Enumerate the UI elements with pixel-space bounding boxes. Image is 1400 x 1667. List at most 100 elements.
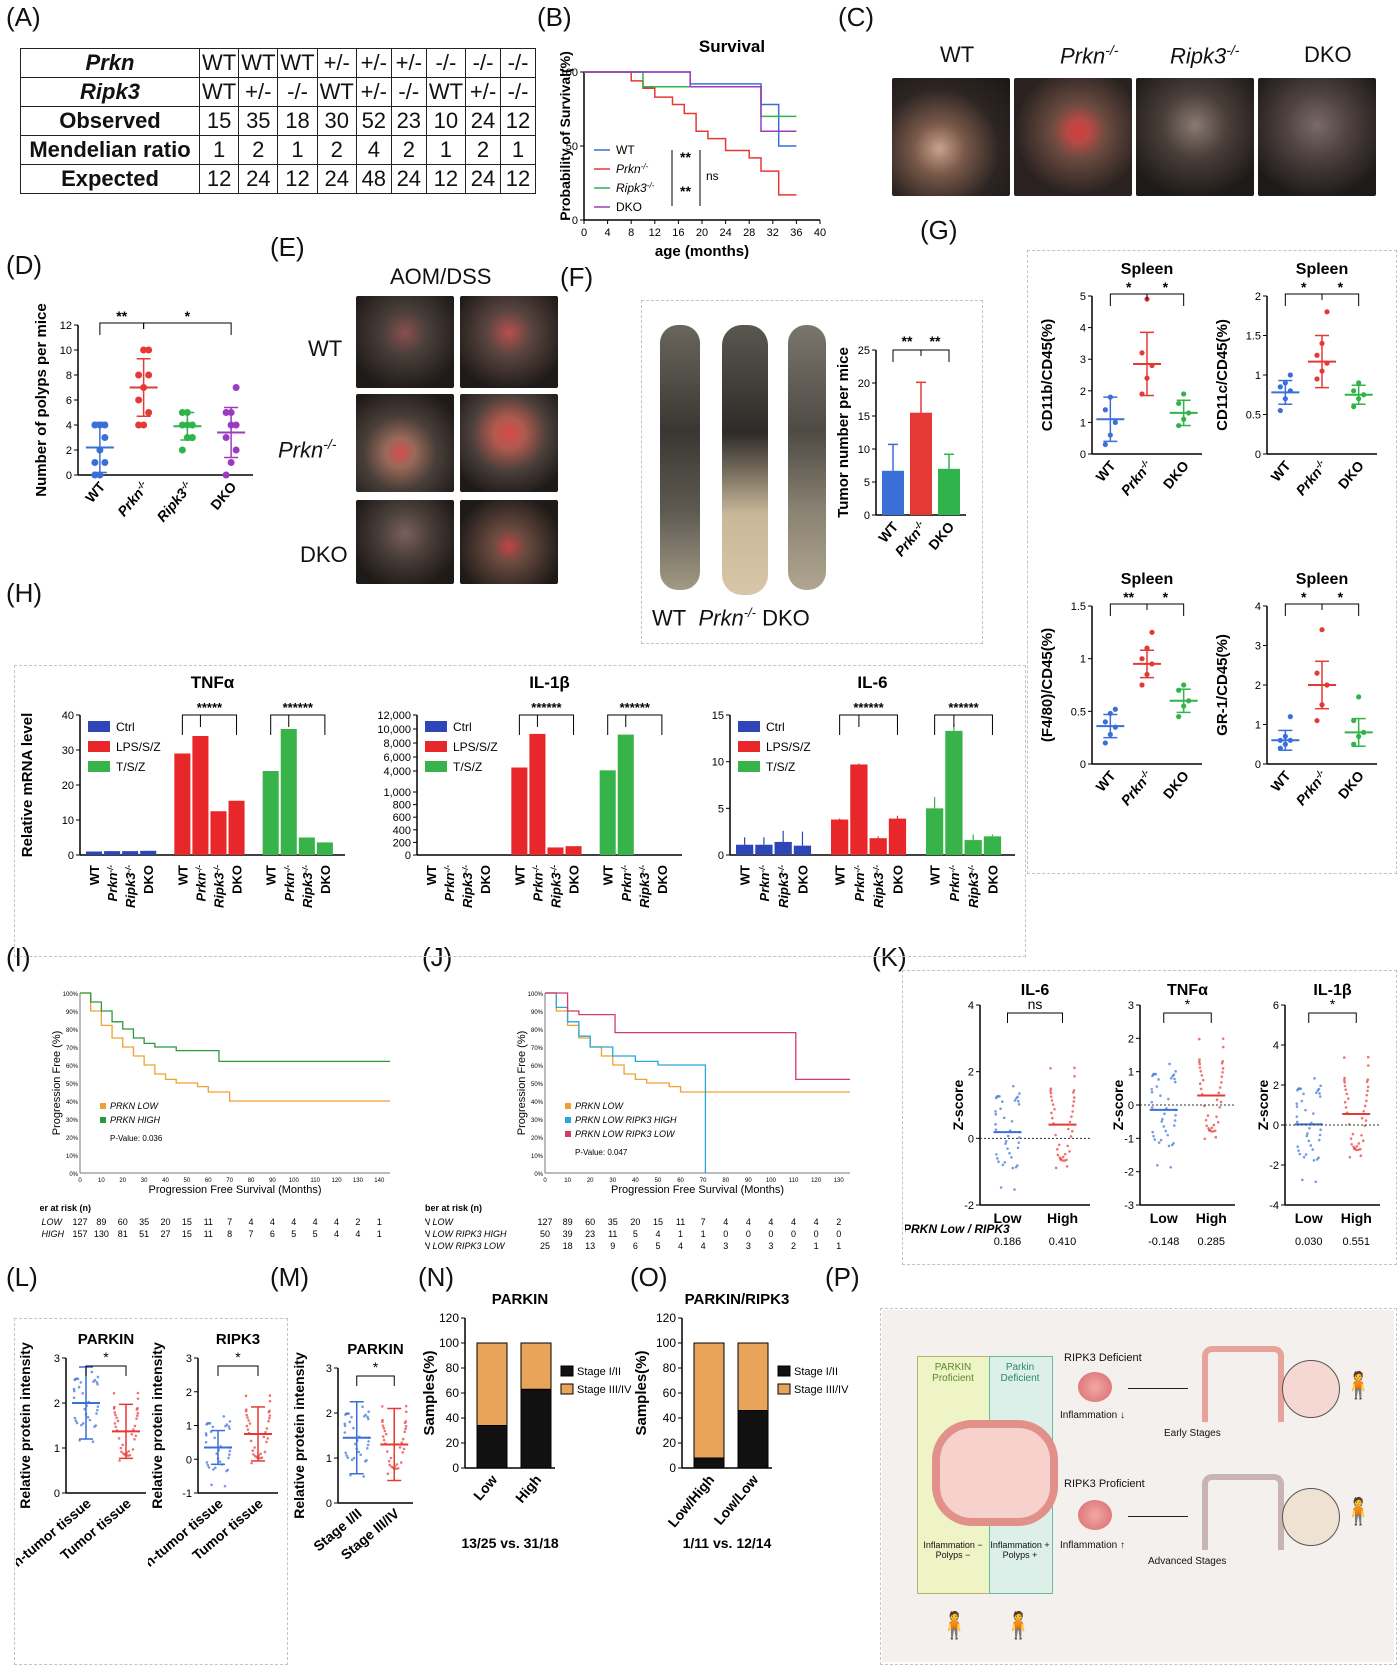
x-tick-label: 110: [310, 1178, 320, 1184]
sig-label: ******: [531, 700, 562, 715]
table-cell: 2: [465, 135, 502, 165]
data-point: [386, 1450, 389, 1453]
y-tick-label: 15: [712, 710, 724, 722]
data-point: [140, 421, 148, 429]
x-tick-label: 140: [374, 1178, 385, 1184]
y-tick-label: 2: [1273, 1080, 1279, 1092]
y-tick-label: 3: [186, 1353, 192, 1365]
data-point: [387, 1459, 391, 1463]
table-cell: 30: [316, 106, 357, 136]
data-point: [1197, 1037, 1201, 1041]
data-point: [1102, 407, 1108, 413]
bar-stage-12: [520, 1388, 552, 1469]
data-point: [96, 1408, 99, 1412]
y-tick-label: 0: [572, 215, 578, 227]
proficient-title: PARKIN Proficient: [932, 1362, 974, 1384]
y-tick-label: 60%: [66, 1064, 79, 1070]
y-tick-label: 90%: [66, 1010, 79, 1016]
data-point: [246, 1416, 249, 1419]
data-point: [388, 1463, 391, 1467]
y-tick-label: -1: [1124, 1133, 1134, 1145]
sig-bracket: [1146, 603, 1185, 616]
y-tick-label: 0%: [69, 1172, 78, 1178]
data-point: [1066, 1144, 1070, 1148]
data-point: [1155, 1085, 1159, 1088]
y-tick-label: 0: [1128, 1100, 1134, 1112]
table-cell: +/-: [465, 77, 502, 107]
data-point: [204, 1432, 208, 1435]
y-tick-label: 12: [60, 320, 72, 332]
sig-label: *: [1301, 589, 1307, 605]
x-tick-label: Tumor tissue: [189, 1495, 266, 1563]
data-point: [1343, 1084, 1347, 1088]
risk-value: 3: [746, 1241, 751, 1251]
risk-value: 20: [630, 1217, 640, 1227]
risk-value: 1: [678, 1229, 683, 1239]
x-tick-label: Ripk3-/-: [776, 865, 791, 908]
table-cell: 15: [198, 106, 240, 136]
risk-value: 23: [585, 1229, 595, 1239]
inflammation-down-label: Inflammation ↓: [1060, 1410, 1126, 1421]
data-point: [91, 1440, 95, 1444]
photo-e-wt-1: [356, 296, 454, 388]
data-point: [1207, 1129, 1211, 1132]
data-point: [128, 1453, 132, 1457]
data-point: [1112, 419, 1118, 425]
sig-bracket: [356, 1375, 395, 1386]
data-point: [384, 1432, 388, 1436]
data-point: [1356, 694, 1362, 700]
data-point: [1302, 1092, 1305, 1096]
table-cell: 1: [425, 135, 467, 165]
y-tick-label: 600: [393, 812, 411, 824]
data-point: [1169, 1166, 1173, 1169]
bar-stage-34: [520, 1342, 552, 1390]
x-tick-label: High: [512, 1472, 544, 1506]
y-tick-label: 40%: [66, 1100, 79, 1106]
data-point: [1063, 1152, 1067, 1156]
row-header: Observed: [20, 106, 200, 136]
data-point: [1150, 1087, 1154, 1091]
sig-label: ******: [853, 700, 884, 715]
table-cell: +/-: [316, 48, 357, 78]
data-point: [228, 1449, 232, 1453]
chart-title: TNFα: [1167, 982, 1208, 999]
data-point: [86, 1415, 90, 1419]
data-point: [232, 384, 240, 391]
zscore-il1b: IL-1β -4 -2 0 2 4 6 Z-score Low High * 0.030 0.551: [1255, 982, 1380, 1248]
cell-cluster-bottom-icon: [1078, 1500, 1112, 1530]
legend-swatch: [88, 761, 110, 772]
x-tick-label: Low: [1150, 1210, 1178, 1226]
frame-p: [880, 1308, 1397, 1665]
y-axis-label: Progression Free (%): [516, 1031, 528, 1136]
risk-value: 3: [723, 1241, 728, 1251]
x-tick-label: Low: [994, 1210, 1022, 1226]
risk-value: 5: [313, 1229, 318, 1239]
bar: [547, 847, 564, 855]
data-point: [268, 1399, 272, 1403]
group-label: PRKN Low / RIPK3: [905, 1222, 1010, 1236]
y-tick-label: 0: [968, 1133, 974, 1145]
data-point: [79, 1381, 83, 1384]
data-point: [1311, 1148, 1315, 1151]
risk-value: 4: [701, 1241, 706, 1251]
risk-value: 127: [72, 1217, 87, 1227]
risk-value: 7: [227, 1217, 232, 1227]
photo-e-prkn-1: [356, 394, 454, 492]
table-cell: -/-: [425, 48, 467, 78]
x-tick-label: 4: [605, 227, 611, 239]
data-point: [344, 1413, 347, 1416]
data-point: [1157, 1078, 1160, 1081]
y-tick-label: 0: [1273, 1120, 1279, 1132]
panel-label-e: (E): [270, 232, 305, 262]
data-point: [213, 1436, 216, 1440]
y-tick-label: 20: [62, 780, 74, 792]
x-tick-label: 90: [745, 1178, 752, 1184]
y-tick-label: 100: [439, 1336, 459, 1350]
data-point: [1010, 1119, 1014, 1123]
sig-label: *: [1301, 279, 1307, 295]
y-tick-label: -2: [1269, 1160, 1279, 1172]
data-point: [1198, 1082, 1202, 1086]
table-cell: 12: [277, 164, 318, 194]
y-tick-label: 100: [560, 67, 578, 79]
